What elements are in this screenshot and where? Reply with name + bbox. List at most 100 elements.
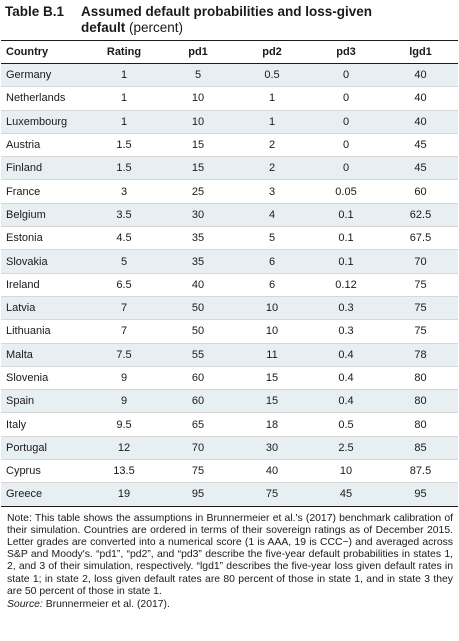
cell-pd1: 50 [161, 319, 235, 344]
table-caption: Assumed default probabilities and loss-g… [81, 4, 372, 40]
table-row: Germany 1 5 0.5 0 40 [1, 63, 458, 88]
table-row: Netherlands 1 10 1 0 40 [1, 86, 458, 111]
cell-pd3: 0 [309, 133, 383, 158]
table-row: Finland 1.5 15 2 0 45 [1, 156, 458, 181]
cell-lgd1: 40 [383, 63, 458, 88]
table-body: Germany 1 5 0.5 0 40 Netherlands 1 10 1 0 40 Luxembo… [1, 63, 458, 507]
cell-pd3: 0.3 [309, 319, 383, 344]
cell-pd3: 0.12 [309, 273, 383, 297]
cell-pd1: 60 [161, 366, 235, 391]
cell-lgd1: 67.5 [383, 226, 458, 251]
cell-pd2: 15 [235, 389, 309, 414]
cell-pd3: 45 [309, 482, 383, 507]
source-text: Brunnermeier et al. (2017). [45, 599, 170, 611]
cell-pd3: 0.3 [309, 296, 383, 321]
cell-country: Ireland [1, 273, 87, 297]
cell-lgd1: 80 [383, 412, 458, 437]
data-table: Country Rating pd1 pd2 pd3 lgd1 Germany 1… [1, 40, 458, 507]
cell-country: Portugal [1, 436, 87, 461]
cell-lgd1: 75 [383, 296, 458, 321]
cell-rating: 12 [87, 436, 161, 461]
cell-pd1: 50 [161, 296, 235, 321]
cell-pd2: 10 [235, 319, 309, 344]
table-row: Italy 9.5 65 18 0.5 80 [1, 412, 458, 437]
table-row: Slovenia 9 60 15 0.4 80 [1, 366, 458, 391]
cell-lgd1: 80 [383, 389, 458, 414]
cell-rating: 3.5 [87, 203, 161, 228]
cell-pd3: 0.05 [309, 179, 383, 204]
cell-pd3: 0 [309, 156, 383, 181]
table-source: Source: Brunnermeier et al. (2017). [1, 598, 459, 611]
cell-country: Finland [1, 156, 87, 181]
cell-rating: 9 [87, 366, 161, 391]
cell-pd3: 0.1 [309, 249, 383, 274]
header-lgd1: lgd1 [383, 40, 458, 64]
cell-pd3: 10 [309, 459, 383, 484]
cell-lgd1: 75 [383, 319, 458, 344]
cell-pd1: 5 [161, 63, 235, 88]
cell-lgd1: 75 [383, 273, 458, 297]
cell-pd3: 0.4 [309, 366, 383, 391]
cell-pd1: 40 [161, 273, 235, 297]
cell-rating: 5 [87, 249, 161, 274]
cell-pd1: 35 [161, 249, 235, 274]
cell-pd3: 0 [309, 86, 383, 111]
cell-lgd1: 45 [383, 156, 458, 181]
cell-pd2: 18 [235, 412, 309, 437]
cell-pd3: 0.1 [309, 203, 383, 228]
cell-rating: 1.5 [87, 156, 161, 181]
cell-pd1: 30 [161, 203, 235, 228]
cell-pd1: 15 [161, 156, 235, 181]
cell-country: Germany [1, 63, 87, 88]
table-title: Table B.1 Assumed default probabilities … [1, 0, 459, 40]
cell-rating: 1 [87, 110, 161, 134]
table-row: Belgium 3.5 30 4 0.1 62.5 [1, 203, 458, 228]
header-pd3: pd3 [309, 40, 383, 64]
caption-line-2: default [81, 20, 126, 35]
header-country: Country [1, 40, 87, 64]
cell-rating: 3 [87, 179, 161, 204]
cell-pd2: 40 [235, 459, 309, 484]
cell-lgd1: 40 [383, 86, 458, 111]
cell-pd2: 2 [235, 156, 309, 181]
cell-pd1: 75 [161, 459, 235, 484]
cell-rating: 7 [87, 296, 161, 321]
cell-country: Netherlands [1, 86, 87, 111]
cell-pd3: 0.5 [309, 412, 383, 437]
source-label: Source: [7, 599, 43, 611]
cell-pd3: 0 [309, 63, 383, 88]
table-row: Austria 1.5 15 2 0 45 [1, 133, 458, 158]
cell-pd2: 11 [235, 343, 309, 367]
cell-pd1: 55 [161, 343, 235, 367]
cell-country: Austria [1, 133, 87, 158]
cell-pd3: 0.4 [309, 389, 383, 414]
cell-pd1: 95 [161, 482, 235, 507]
table-row: France 3 25 3 0.05 60 [1, 179, 458, 204]
cell-pd1: 10 [161, 86, 235, 111]
header-pd2: pd2 [235, 40, 309, 64]
cell-pd3: 0.1 [309, 226, 383, 251]
header-rating: Rating [87, 40, 161, 64]
caption-line-1: Assumed default probabilities and loss-g… [81, 4, 373, 19]
cell-pd1: 35 [161, 226, 235, 251]
cell-lgd1: 85 [383, 436, 458, 461]
cell-pd2: 1 [235, 86, 309, 111]
cell-pd1: 70 [161, 436, 235, 461]
cell-country: Luxembourg [1, 110, 87, 134]
cell-rating: 9.5 [87, 412, 161, 437]
header-pd1: pd1 [161, 40, 235, 64]
cell-pd1: 65 [161, 412, 235, 437]
table-note: Note: This table shows the assumptions i… [7, 512, 453, 597]
cell-pd2: 3 [235, 179, 309, 204]
table-row: Ireland 6.5 40 6 0.12 75 [1, 273, 458, 297]
cell-pd2: 6 [235, 249, 309, 274]
cell-country: Estonia [1, 226, 87, 251]
cell-pd2: 2 [235, 133, 309, 158]
cell-country: Italy [1, 412, 87, 437]
cell-pd1: 10 [161, 110, 235, 134]
table-row: Luxembourg 1 10 1 0 40 [1, 110, 458, 134]
table-row: Portugal 12 70 30 2.5 85 [1, 436, 458, 461]
table-row: Cyprus 13.5 75 40 10 87.5 [1, 459, 458, 484]
cell-country: Slovenia [1, 366, 87, 391]
cell-rating: 1.5 [87, 133, 161, 158]
